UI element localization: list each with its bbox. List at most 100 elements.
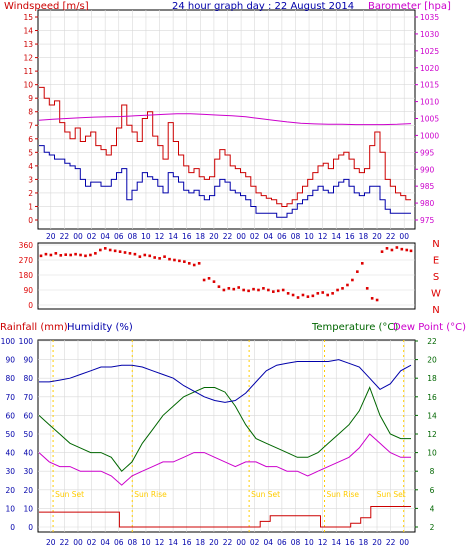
direction-point — [69, 253, 72, 257]
direction-point — [237, 286, 241, 289]
x-tick-label-top: 10 — [304, 232, 314, 241]
wind-tick-label: 9 — [28, 94, 33, 103]
direction-point — [380, 250, 384, 253]
direction-point — [346, 283, 349, 287]
x-tick-label-top: 16 — [345, 232, 355, 241]
direction-point — [49, 253, 53, 257]
humidity-axis-label: Humidity (%) — [67, 322, 133, 333]
direction-point — [252, 287, 255, 291]
direction-point — [247, 289, 250, 293]
barometer-series — [38, 113, 412, 126]
direction-point — [74, 252, 77, 256]
humidity-tick-label: 70 — [23, 393, 33, 402]
dewpoint-axis-label: Dew Point (°C) — [393, 322, 466, 333]
humidity-tick-label: 10 — [23, 504, 33, 513]
compass-label: S — [433, 272, 439, 283]
x-tick-label-bottom: 06 — [277, 538, 287, 547]
sun-marker-label: Sun Set — [377, 490, 406, 499]
x-tick-label-top: 18 — [196, 232, 206, 241]
humidity-tick-label: 80 — [23, 374, 33, 383]
direction-point — [232, 287, 236, 291]
direction-point — [267, 288, 270, 292]
direction-point — [103, 247, 107, 250]
rain-tick-label: 90 — [5, 356, 15, 365]
x-tick-label-top: 12 — [155, 232, 165, 241]
direction-point — [385, 247, 389, 250]
x-tick-label-bottom: 08 — [291, 538, 301, 547]
sun-marker-label: Sun Rise — [327, 490, 360, 499]
x-tick-label-top: 22 — [223, 232, 233, 241]
direction-point — [336, 288, 339, 292]
direction-point — [351, 278, 354, 282]
temperature-tick-label: 22 — [427, 337, 437, 346]
x-tick-label-bottom: 18 — [196, 538, 206, 547]
direction-point — [375, 298, 379, 302]
temperature-tick-label: 10 — [427, 449, 437, 458]
barometer-tick-label: 980 — [420, 199, 435, 208]
direction-point — [405, 248, 409, 252]
x-tick-label-bottom: 20 — [46, 538, 56, 547]
x-tick-label-top: 12 — [318, 232, 328, 241]
direction-point — [192, 263, 196, 267]
humidity-tick-label: 20 — [23, 486, 33, 495]
x-tick-label-top: 06 — [277, 232, 287, 241]
temperature-tick-label: 16 — [427, 393, 437, 402]
direction-point — [316, 292, 320, 295]
direction-point — [163, 255, 166, 258]
direction-point — [257, 288, 260, 292]
direction-point — [311, 294, 315, 298]
x-tick-label-bottom: 02 — [87, 538, 97, 547]
direction-point — [183, 260, 186, 263]
x-tick-label-bottom: 10 — [141, 538, 151, 547]
rain-tick-label: 10 — [5, 504, 15, 513]
x-tick-label-bottom: 14 — [331, 538, 341, 547]
sun-marker-label: Sun Rise — [134, 490, 167, 499]
wind-tick-label: 11 — [23, 67, 33, 76]
direction-point — [291, 293, 295, 297]
direction-point — [202, 278, 206, 282]
humidity-tick-label: 40 — [23, 449, 33, 458]
direction-point — [158, 257, 161, 260]
direction-point — [138, 255, 142, 258]
barometer-tick-label: 1025 — [420, 47, 439, 56]
x-tick-label-bottom: 00 — [236, 538, 246, 547]
x-tick-label-top: 00 — [236, 232, 246, 241]
direction-point — [197, 262, 201, 265]
temperature-tick-label: 6 — [430, 486, 435, 495]
tick-layer: 0123456789101112131415975980985990995100… — [1, 13, 441, 547]
direction-point — [64, 253, 68, 256]
humidity-series — [39, 359, 412, 403]
temperature-tick-label: 4 — [430, 504, 435, 513]
direction-tick-label: 180 — [19, 271, 34, 280]
humidity-tick-label: 50 — [23, 430, 33, 439]
rain-tick-label: 40 — [5, 449, 15, 458]
temperature-tick-label: 18 — [427, 374, 437, 383]
direction-point — [409, 249, 413, 253]
wind-avg-series — [39, 145, 411, 218]
rain-tick-label: 80 — [5, 374, 15, 383]
direction-point — [296, 296, 300, 299]
sun-marker-label: Sun Set — [55, 490, 84, 499]
direction-point — [370, 297, 374, 300]
temperature-tick-label: 14 — [427, 411, 437, 420]
x-tick-label-bottom: 00 — [73, 538, 83, 547]
windspeed-series — [39, 86, 411, 207]
x-tick-label-top: 04 — [264, 232, 274, 241]
dewpoint-series — [38, 433, 411, 486]
direction-point — [59, 254, 63, 257]
x-tick-label-bottom: 18 — [359, 538, 369, 547]
wind-tick-label: 12 — [23, 54, 33, 63]
rain-tick-label: 0 — [10, 523, 15, 532]
humidity-tick-label: 0 — [28, 523, 33, 532]
direction-point — [227, 287, 231, 290]
x-tick-label-bottom: 10 — [304, 538, 314, 547]
x-tick-label-bottom: 00 — [399, 538, 409, 547]
direction-point — [123, 251, 127, 254]
direction-tick-label: 270 — [19, 256, 34, 265]
temperature-tick-label: 2 — [430, 523, 435, 532]
wind-tick-label: 0 — [28, 216, 33, 225]
x-tick-label-top: 16 — [182, 232, 192, 241]
rainfall-axis-label: Rainfall (mm) — [0, 322, 68, 333]
barometer-tick-label: 985 — [420, 182, 435, 191]
direction-point — [148, 254, 152, 258]
